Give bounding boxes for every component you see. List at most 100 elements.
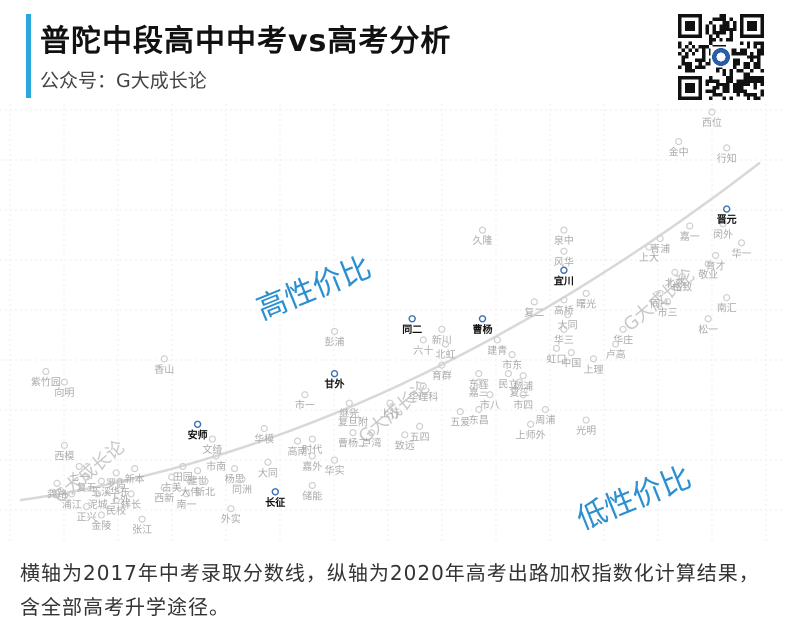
point-label: 曹杨二 (338, 437, 368, 450)
data-point: 杨浦 (513, 372, 533, 393)
point-marker (656, 235, 664, 243)
point-label: 浦江 (62, 498, 82, 511)
point-marker (194, 467, 202, 475)
point-label: 储能 (302, 489, 322, 502)
point-label: 五四 (410, 432, 430, 443)
point-label: 玉溪 (91, 486, 111, 498)
point-label: 紫竹园 (31, 376, 61, 389)
point-label: 新川 (432, 333, 452, 346)
point-label: 杨浦 (513, 380, 533, 393)
point-marker (438, 361, 446, 369)
low-value-annotation: 低性价比 (572, 460, 696, 537)
data-point: 松一 (698, 315, 718, 336)
point-marker (645, 243, 653, 251)
data-point: 上理 (584, 355, 604, 376)
data-point: 金中 (669, 137, 689, 159)
page-subtitle: 公众号：G大成长论 (40, 70, 207, 92)
point-label: 市八 (480, 399, 500, 412)
data-point: 外实 (221, 505, 241, 526)
point-marker (42, 367, 50, 376)
point-label: 华理科 (408, 390, 438, 403)
data-point: 大同 (258, 458, 278, 479)
point-label: 青浦 (650, 243, 670, 256)
data-point: 复二 (524, 298, 544, 319)
data-point: 市八 (480, 391, 500, 412)
point-marker (515, 378, 524, 386)
point-marker (227, 505, 235, 513)
point-marker (330, 327, 339, 336)
point-marker (186, 477, 194, 485)
data-point: 祥长 (121, 490, 141, 511)
highlighted-point: 晋元 (717, 205, 737, 226)
point-label: 南汇 (717, 302, 737, 315)
point-label: 闵外 (713, 228, 733, 241)
data-point: 西新 (154, 483, 174, 505)
chart-caption: 横轴为2017年中考录取分数线，纵轴为2020年高考出路加权指数化计算结果，含全… (20, 561, 760, 619)
point-marker (508, 351, 516, 359)
point-marker (349, 408, 357, 416)
data-point: 大伟 (180, 477, 200, 498)
point-label: 风华 (554, 255, 574, 268)
data-point: 复旦附 (338, 408, 368, 429)
point-marker (116, 486, 124, 494)
data-point: 久隆 (473, 226, 493, 247)
point-label: 中国 (561, 357, 581, 370)
point-marker (308, 481, 316, 490)
point-marker (293, 437, 302, 445)
data-point: 南一 (177, 490, 197, 511)
point-marker (212, 452, 220, 460)
data-point: 建世 (188, 467, 208, 488)
data-point: 时代 (302, 435, 322, 456)
point-marker (367, 429, 376, 437)
point-label: 高南 (288, 445, 308, 458)
point-label: 南一 (177, 498, 197, 511)
data-point: 新川 (432, 325, 452, 346)
trend-curve (19, 161, 761, 502)
point-label: 安师 (188, 428, 208, 441)
point-marker (567, 348, 575, 357)
highlighted-point: 长征 (265, 488, 285, 509)
data-point: 民校 (106, 496, 126, 517)
point-marker (737, 239, 746, 247)
point-label: 文绮 (202, 443, 222, 456)
point-label: 外实 (221, 513, 241, 526)
point-marker (711, 251, 720, 260)
point-marker (264, 458, 272, 466)
data-point: 民立 (498, 370, 518, 391)
data-point: 格致 (672, 272, 692, 294)
data-point: 高桥 (554, 296, 574, 317)
data-point: 上行 (380, 399, 400, 420)
point-label: 光明 (576, 424, 596, 437)
data-point: 卢湾 (362, 429, 382, 450)
point-label: 甘外 (325, 378, 345, 391)
data-point: 华东 (110, 477, 130, 498)
point-marker (349, 429, 357, 437)
point-label: 大伟 (180, 485, 200, 498)
point-marker (231, 464, 239, 473)
point-marker (112, 496, 120, 504)
point-label: 祥长 (121, 498, 141, 511)
point-marker (330, 456, 339, 464)
point-label: 民立 (498, 378, 518, 391)
point-marker (94, 490, 102, 498)
data-point: 光明 (576, 416, 596, 437)
point-marker (723, 294, 731, 302)
point-marker (116, 477, 124, 485)
high-value-annotation: 高性价比 (252, 250, 376, 327)
point-label: 市一 (295, 399, 315, 412)
data-point: 张江 (132, 515, 152, 536)
point-label: 张江 (132, 524, 152, 536)
data-point: 嘉外 (302, 452, 322, 473)
point-label: 新北 (195, 485, 215, 498)
data-point: 曹杨二 (338, 429, 368, 450)
point-label: 民校 (106, 504, 126, 517)
data-point: 金陵 (91, 511, 111, 532)
data-point: 闵外 (713, 220, 733, 241)
point-label: 同二 (402, 324, 422, 336)
point-marker (408, 315, 416, 323)
data-point: 建青 (487, 336, 507, 357)
point-marker (560, 247, 568, 255)
point-label: 卢湾 (362, 437, 382, 450)
point-marker (541, 405, 550, 414)
